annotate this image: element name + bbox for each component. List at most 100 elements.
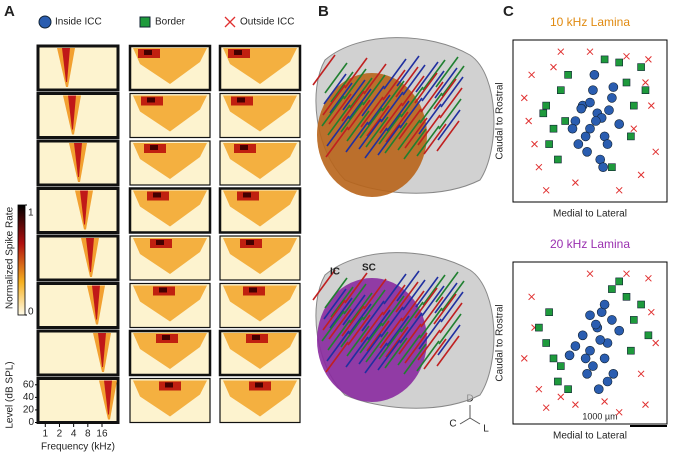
electrode-track xyxy=(435,271,459,303)
electrode-track xyxy=(364,342,388,374)
electrode-track xyxy=(435,56,459,88)
point xyxy=(642,401,649,408)
point xyxy=(554,155,562,164)
electrode-track xyxy=(329,82,353,114)
electrode-track xyxy=(404,332,428,364)
point xyxy=(599,353,610,364)
electrode-track xyxy=(382,69,406,101)
electrode-track xyxy=(349,292,373,324)
electrode-track xyxy=(380,306,404,338)
point xyxy=(564,350,575,361)
electrode-track xyxy=(417,329,441,361)
point xyxy=(608,285,616,293)
electrode-track xyxy=(365,331,389,363)
point xyxy=(556,86,565,94)
heatmap-cell xyxy=(80,190,88,225)
point xyxy=(570,341,581,351)
point xyxy=(622,78,631,87)
electrode-track xyxy=(433,293,457,325)
point xyxy=(647,308,655,316)
point xyxy=(586,48,594,56)
point xyxy=(652,148,660,156)
electrode-track xyxy=(360,96,384,128)
electrode-track xyxy=(385,326,409,358)
point xyxy=(554,377,562,386)
point xyxy=(585,345,595,356)
electrode-track xyxy=(415,276,439,308)
heatmap-cell xyxy=(240,145,248,150)
point xyxy=(542,101,551,110)
point xyxy=(585,97,595,108)
electrode-track xyxy=(361,300,385,332)
point xyxy=(615,277,624,286)
electrode-track xyxy=(380,91,404,123)
electrode-track xyxy=(340,316,364,348)
point xyxy=(589,70,600,80)
electrode-track xyxy=(381,295,405,327)
electrode-track xyxy=(423,338,447,370)
electrode-track xyxy=(437,109,461,141)
electrode-track xyxy=(420,296,444,328)
electrode-track xyxy=(329,297,353,329)
heatmap-cell xyxy=(246,240,254,245)
point xyxy=(623,270,630,278)
electrode-track xyxy=(358,333,382,365)
electrode-track xyxy=(436,335,460,367)
point xyxy=(615,58,624,67)
point xyxy=(525,117,533,125)
colorbar-tick-label: 1 xyxy=(28,208,34,219)
heatmap-cell xyxy=(133,380,207,417)
point xyxy=(623,52,630,60)
point xyxy=(645,56,652,63)
electrode-track xyxy=(399,312,423,344)
electrode-track xyxy=(321,310,345,342)
electrode-track xyxy=(345,336,369,368)
colorbar-title: Normalized Spike Rate xyxy=(5,206,16,309)
point xyxy=(614,119,625,129)
brain-label: IC xyxy=(330,267,340,278)
electrode-track xyxy=(402,279,426,311)
point xyxy=(582,147,592,157)
electrode-track xyxy=(398,108,422,140)
x-tick-label: 16 xyxy=(96,429,108,440)
plot-area xyxy=(512,39,668,203)
heatmap-cell xyxy=(223,285,297,322)
heatmap-cell xyxy=(133,285,207,322)
electrode-track xyxy=(348,303,372,335)
point xyxy=(557,48,565,56)
colorbar xyxy=(17,204,26,316)
point xyxy=(588,85,598,95)
point xyxy=(591,116,601,126)
electrode-track xyxy=(403,128,427,160)
electrode-track xyxy=(346,325,370,357)
electrode-track xyxy=(383,58,407,90)
point xyxy=(528,71,535,79)
point xyxy=(595,335,606,345)
legend-label: Inside ICC xyxy=(55,17,102,28)
heatmap-cell xyxy=(62,48,70,82)
electrode-track xyxy=(347,314,371,346)
legend-marker xyxy=(224,16,236,28)
electrode-track xyxy=(377,339,401,371)
plot-area xyxy=(512,261,668,425)
point xyxy=(630,125,638,133)
point xyxy=(585,123,595,134)
point xyxy=(637,171,645,179)
electrode-track xyxy=(340,101,364,133)
point xyxy=(588,361,598,371)
electrode-track xyxy=(321,95,345,127)
point xyxy=(535,385,543,393)
electrode-track xyxy=(414,72,438,104)
heatmap-cell xyxy=(223,380,297,417)
heatmap xyxy=(36,44,120,92)
brain-label: SC xyxy=(362,263,376,274)
electrode-track xyxy=(343,283,367,315)
electrode-track xyxy=(359,322,383,354)
electrode-track xyxy=(347,99,371,131)
point xyxy=(564,71,572,79)
heatmap-cell xyxy=(234,50,242,55)
electrode-track xyxy=(327,104,351,136)
electrode-track xyxy=(418,318,442,350)
electrode-track xyxy=(378,328,402,360)
point xyxy=(604,105,614,116)
